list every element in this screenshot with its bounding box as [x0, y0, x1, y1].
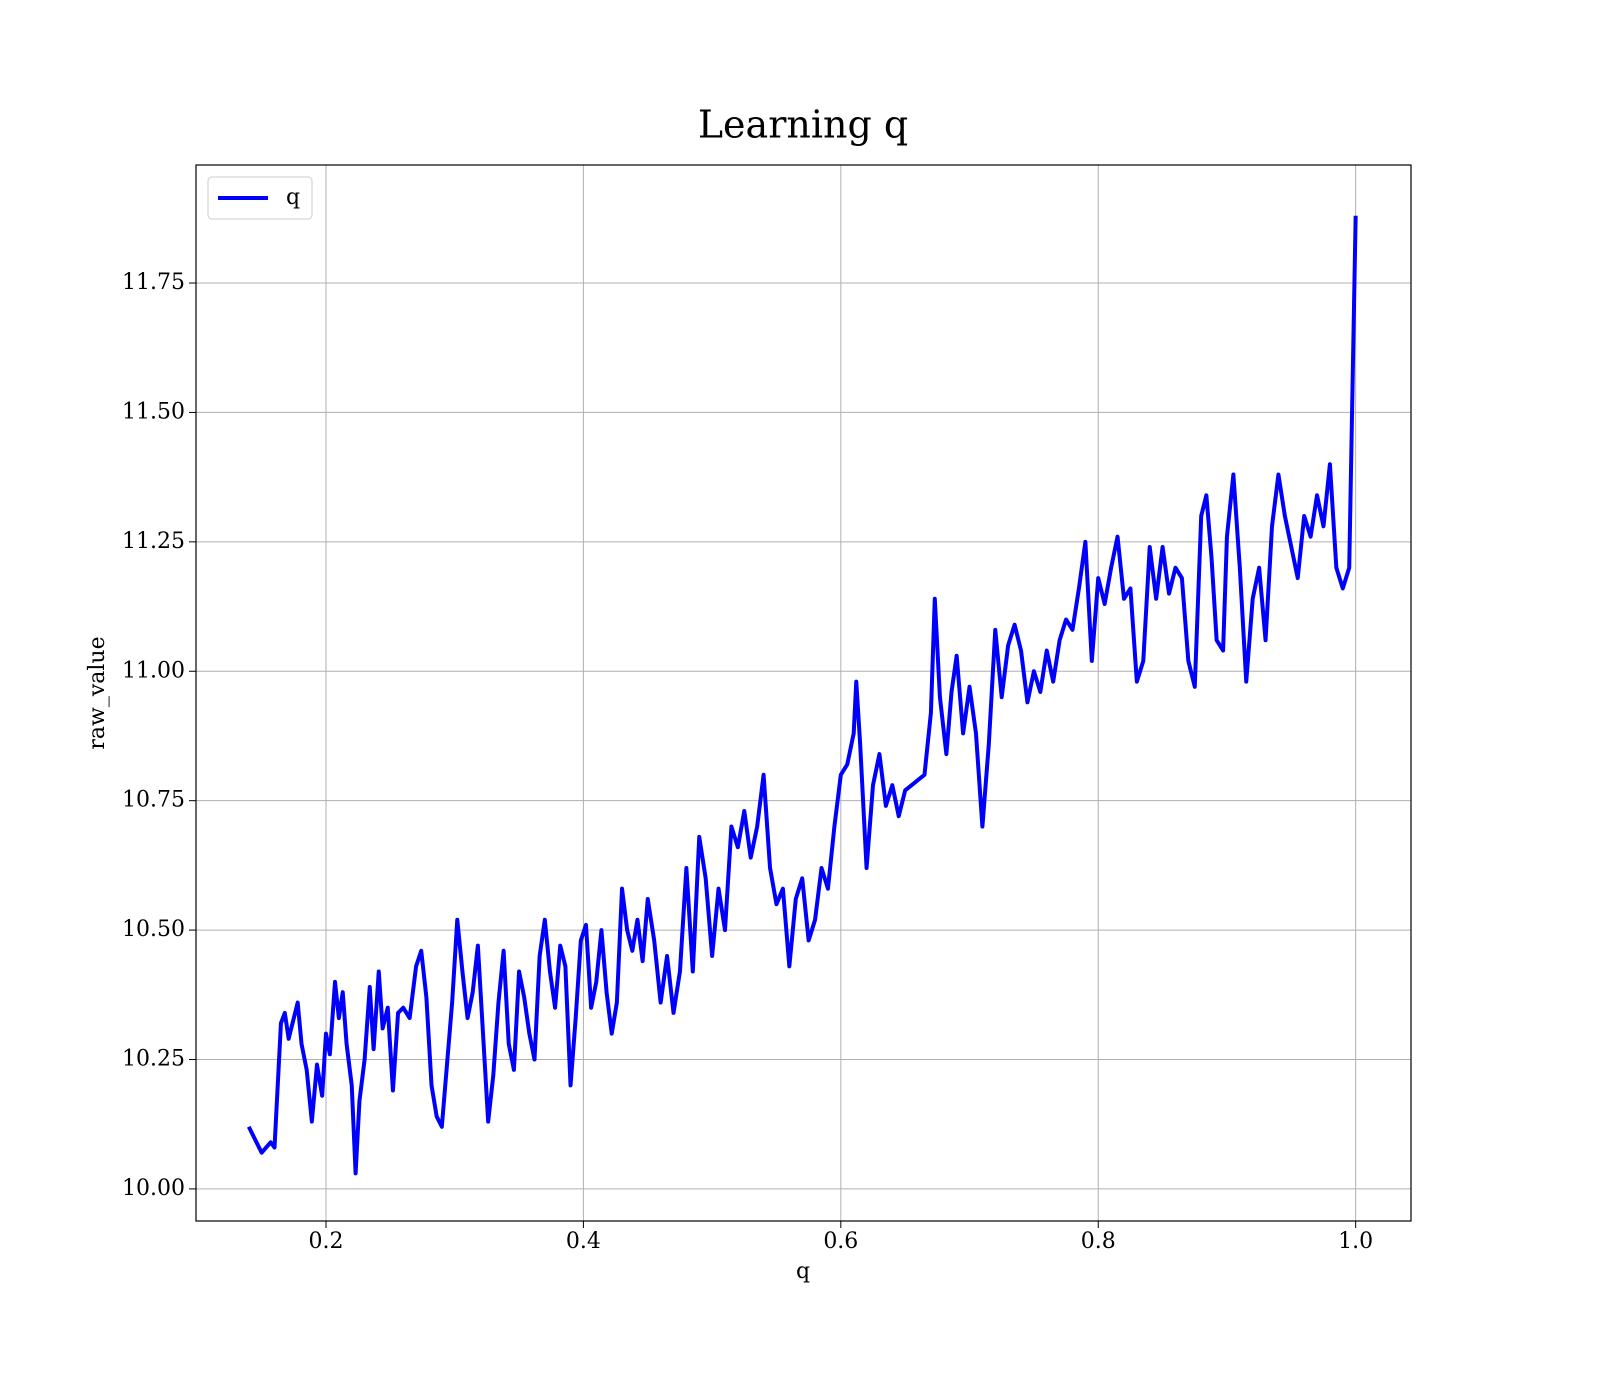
- y-tick-label: 10.75: [122, 788, 185, 813]
- y-axis-label: raw_value: [85, 636, 110, 749]
- chart-title: Learning q: [698, 103, 908, 147]
- x-tick-label: 1.0: [1338, 1229, 1373, 1254]
- plot-frame: [195, 164, 1412, 1222]
- x-tick-label: 0.6: [823, 1229, 858, 1254]
- data-line: [246, 215, 1358, 1176]
- x-axis-label: q: [796, 1259, 810, 1284]
- y-tick-label: 11.50: [122, 399, 185, 424]
- x-tick-label: 0.2: [308, 1229, 343, 1254]
- x-tick-label: 0.4: [566, 1229, 601, 1254]
- y-tick-label: 10.00: [122, 1176, 185, 1201]
- y-tick-label: 10.25: [122, 1046, 185, 1071]
- y-tick-label: 11.25: [122, 529, 185, 554]
- x-tick-label: 0.8: [1081, 1229, 1116, 1254]
- y-tick-label: 11.00: [122, 658, 185, 683]
- y-tick-label: 11.75: [122, 270, 185, 295]
- y-tick-label: 10.50: [122, 917, 185, 942]
- legend-label: q: [286, 185, 300, 210]
